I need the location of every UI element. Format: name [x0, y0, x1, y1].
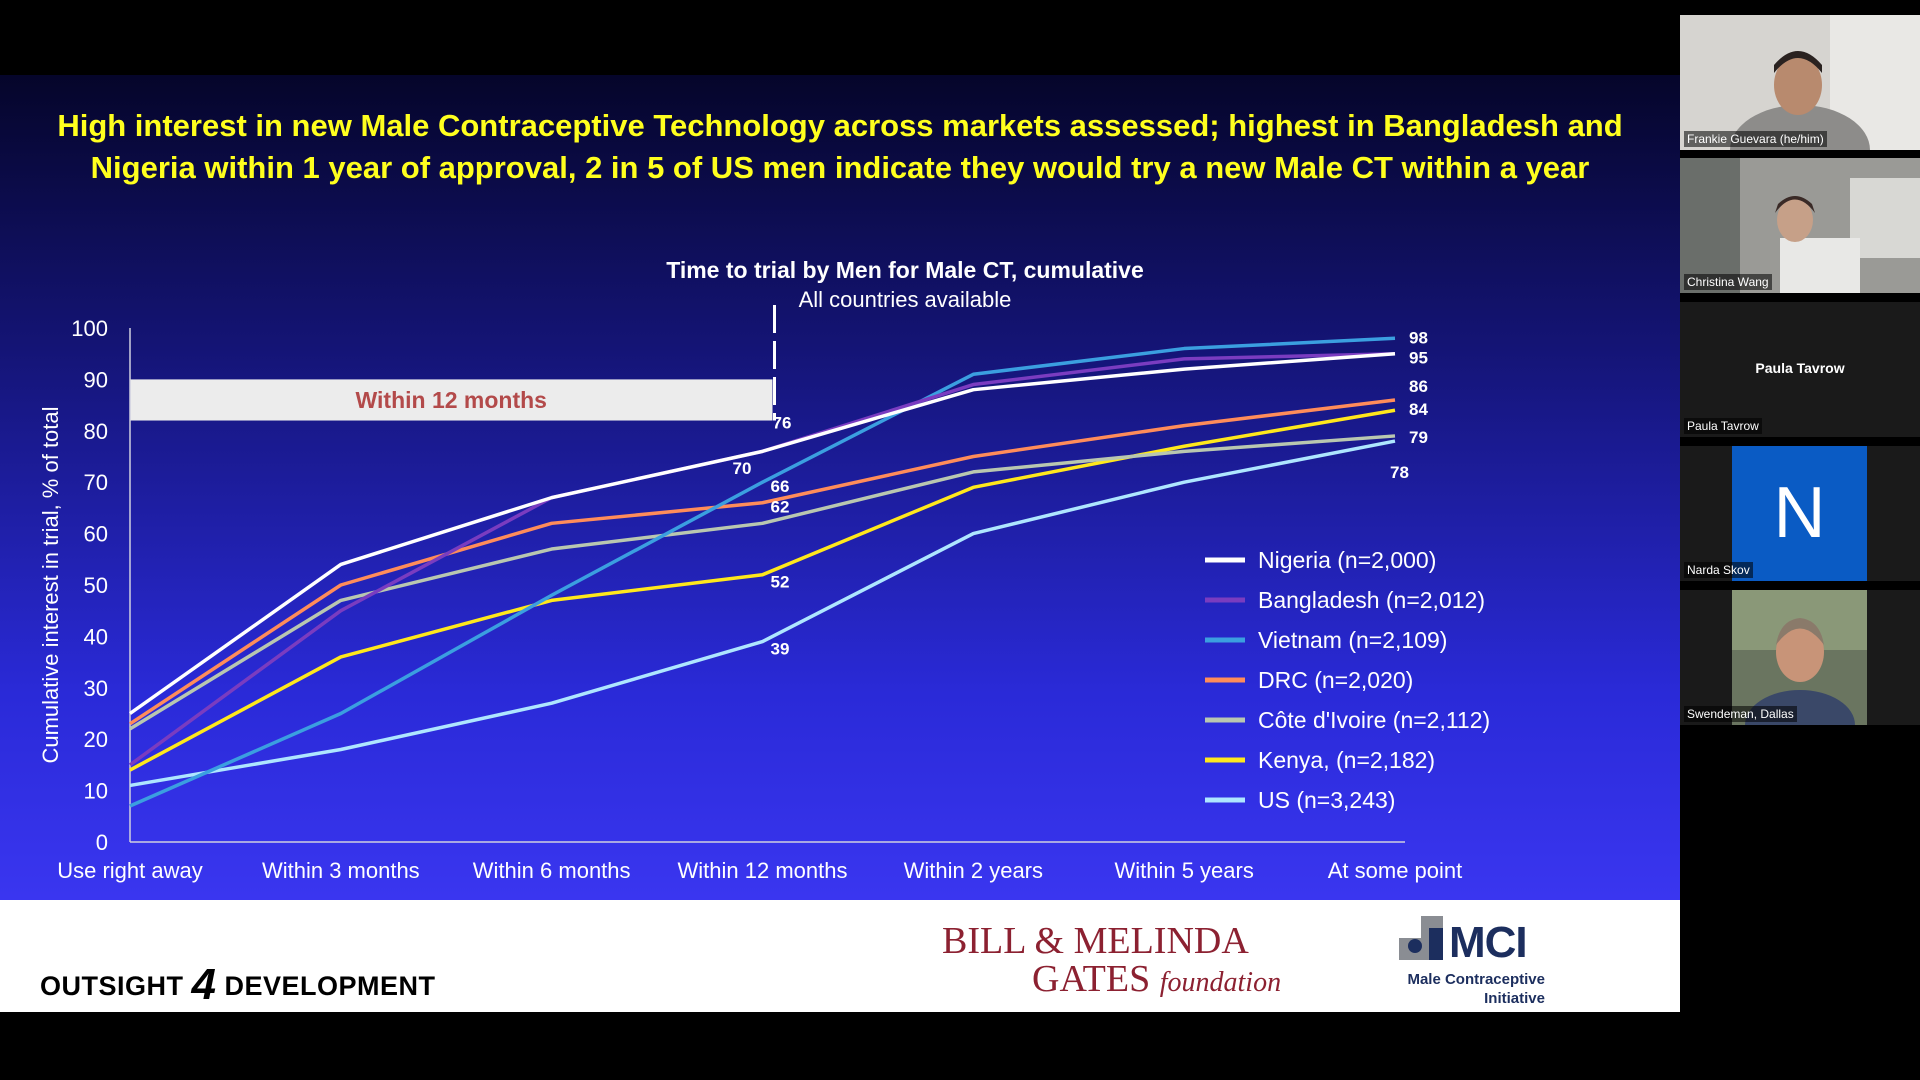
- legend-entry: Nigeria (n=2,000): [1258, 547, 1436, 573]
- x-tick-label: Within 5 years: [1114, 858, 1253, 883]
- data-label: 86: [1409, 377, 1428, 396]
- slide-footer: OUTSIGHT 4 DEVELOPMENT BILL & MELINDA GA…: [0, 900, 1680, 1012]
- y-tick-label: 40: [84, 624, 108, 649]
- participant-name: Frankie Guevara (he/him): [1684, 131, 1827, 147]
- outsight-word: OUTSIGHT: [40, 971, 184, 1001]
- legend-entry: US (n=3,243): [1258, 787, 1395, 813]
- participant-tile[interactable]: Frankie Guevara (he/him): [1680, 15, 1920, 150]
- legend-entry: Vietnam (n=2,109): [1258, 627, 1447, 653]
- gates-line1: BILL & MELINDA: [942, 920, 1249, 962]
- participant-name: Christina Wang: [1684, 274, 1772, 290]
- outsight-development: DEVELOPMENT: [224, 971, 436, 1001]
- legend-entry: Côte d'Ivoire (n=2,112): [1258, 707, 1490, 733]
- highlight-band: [130, 379, 773, 421]
- highlight-label: Within 12 months: [356, 387, 547, 413]
- data-label: 76: [773, 413, 792, 432]
- mci-logo: MCI Male Contraceptive Initiative: [1395, 912, 1545, 1012]
- legend-entry: Kenya, (n=2,182): [1258, 747, 1435, 773]
- y-tick-label: 10: [84, 779, 108, 804]
- video-feed: [1680, 590, 1920, 725]
- participant-name: Narda Skov: [1684, 562, 1753, 578]
- y-tick-label: 0: [96, 830, 108, 855]
- y-axis-label: Cumulative interest in trial, % of total: [38, 406, 63, 763]
- data-label: 79: [1409, 428, 1428, 447]
- series-line: [129, 398, 1396, 726]
- participant-tile[interactable]: Swendeman, Dallas: [1680, 590, 1920, 725]
- gates-line2: GATES: [1032, 958, 1151, 1000]
- gates-foundation-word: foundation: [1159, 967, 1282, 998]
- y-tick-label: 70: [84, 470, 108, 495]
- participant-avatar: N: [1732, 446, 1867, 581]
- outsight-number: 4: [191, 960, 217, 1009]
- y-tick-label: 60: [84, 522, 108, 547]
- data-label: 84: [1409, 400, 1428, 419]
- y-tick-label: 20: [84, 727, 108, 752]
- mci-sub-line1: Male Contraceptive: [1407, 971, 1545, 988]
- chart-subtitle: All countries available: [799, 287, 1012, 312]
- presentation-slide: High interest in new Male Contraceptive …: [0, 75, 1680, 1012]
- data-label: 95: [1409, 349, 1428, 368]
- y-tick-label: 80: [84, 419, 108, 444]
- series-line: [129, 336, 1396, 808]
- mci-subtitle: Male Contraceptive Initiative: [1395, 970, 1545, 1008]
- participant-tile[interactable]: N Narda Skov: [1680, 446, 1920, 581]
- data-label: 70: [733, 459, 752, 478]
- participant-name: Swendeman, Dallas: [1684, 706, 1797, 722]
- data-label: 78: [1390, 463, 1409, 482]
- participant-tile[interactable]: Christina Wang: [1680, 158, 1920, 293]
- gates-foundation-logo: BILL & MELINDA GATES foundation: [942, 922, 1281, 1002]
- data-label: 66: [771, 477, 790, 496]
- y-tick-label: 30: [84, 676, 108, 701]
- outsight-logo: OUTSIGHT 4 DEVELOPMENT: [40, 960, 436, 1010]
- data-label: 62: [771, 497, 790, 516]
- x-tick-label: Within 2 years: [904, 858, 1043, 883]
- legend-entry: Bangladesh (n=2,012): [1258, 587, 1485, 613]
- data-label: 98: [1409, 328, 1428, 347]
- participant-name: Paula Tavrow: [1684, 418, 1762, 434]
- y-tick-label: 90: [84, 367, 108, 392]
- participant-tile[interactable]: Paula Tavrow Paula Tavrow: [1680, 302, 1920, 437]
- chart-title: Time to trial by Men for Male CT, cumula…: [666, 257, 1144, 283]
- data-label: 39: [771, 640, 790, 659]
- participant-center-name: Paula Tavrow: [1755, 360, 1845, 376]
- x-tick-label: At some point: [1328, 858, 1463, 883]
- mci-sub-line2: Initiative: [1484, 990, 1545, 1007]
- video-feed: [1680, 158, 1920, 293]
- mci-logo-text: MCI: [1449, 918, 1528, 967]
- y-tick-label: 50: [84, 573, 108, 598]
- participants-panel: Frankie Guevara (he/him) Christina Wang …: [1680, 0, 1920, 1080]
- x-tick-label: Use right away: [57, 858, 203, 883]
- video-feed: [1680, 15, 1920, 150]
- y-tick-label: 100: [71, 316, 108, 341]
- data-label: 52: [771, 573, 790, 592]
- series-line: [128, 351, 1396, 715]
- legend-entry: DRC (n=2,020): [1258, 667, 1413, 693]
- slide-title: High interest in new Male Contraceptive …: [57, 108, 1623, 185]
- series-line: [129, 408, 1396, 772]
- line-chart: Time to trial by Men for Male CT, cumula…: [38, 257, 1490, 883]
- x-tick-label: Within 3 months: [262, 858, 420, 883]
- series-line: [129, 439, 1396, 788]
- series-line: [129, 434, 1396, 731]
- x-tick-label: Within 6 months: [473, 858, 631, 883]
- mci-mark-icon: [1399, 916, 1443, 960]
- x-tick-label: Within 12 months: [678, 858, 848, 883]
